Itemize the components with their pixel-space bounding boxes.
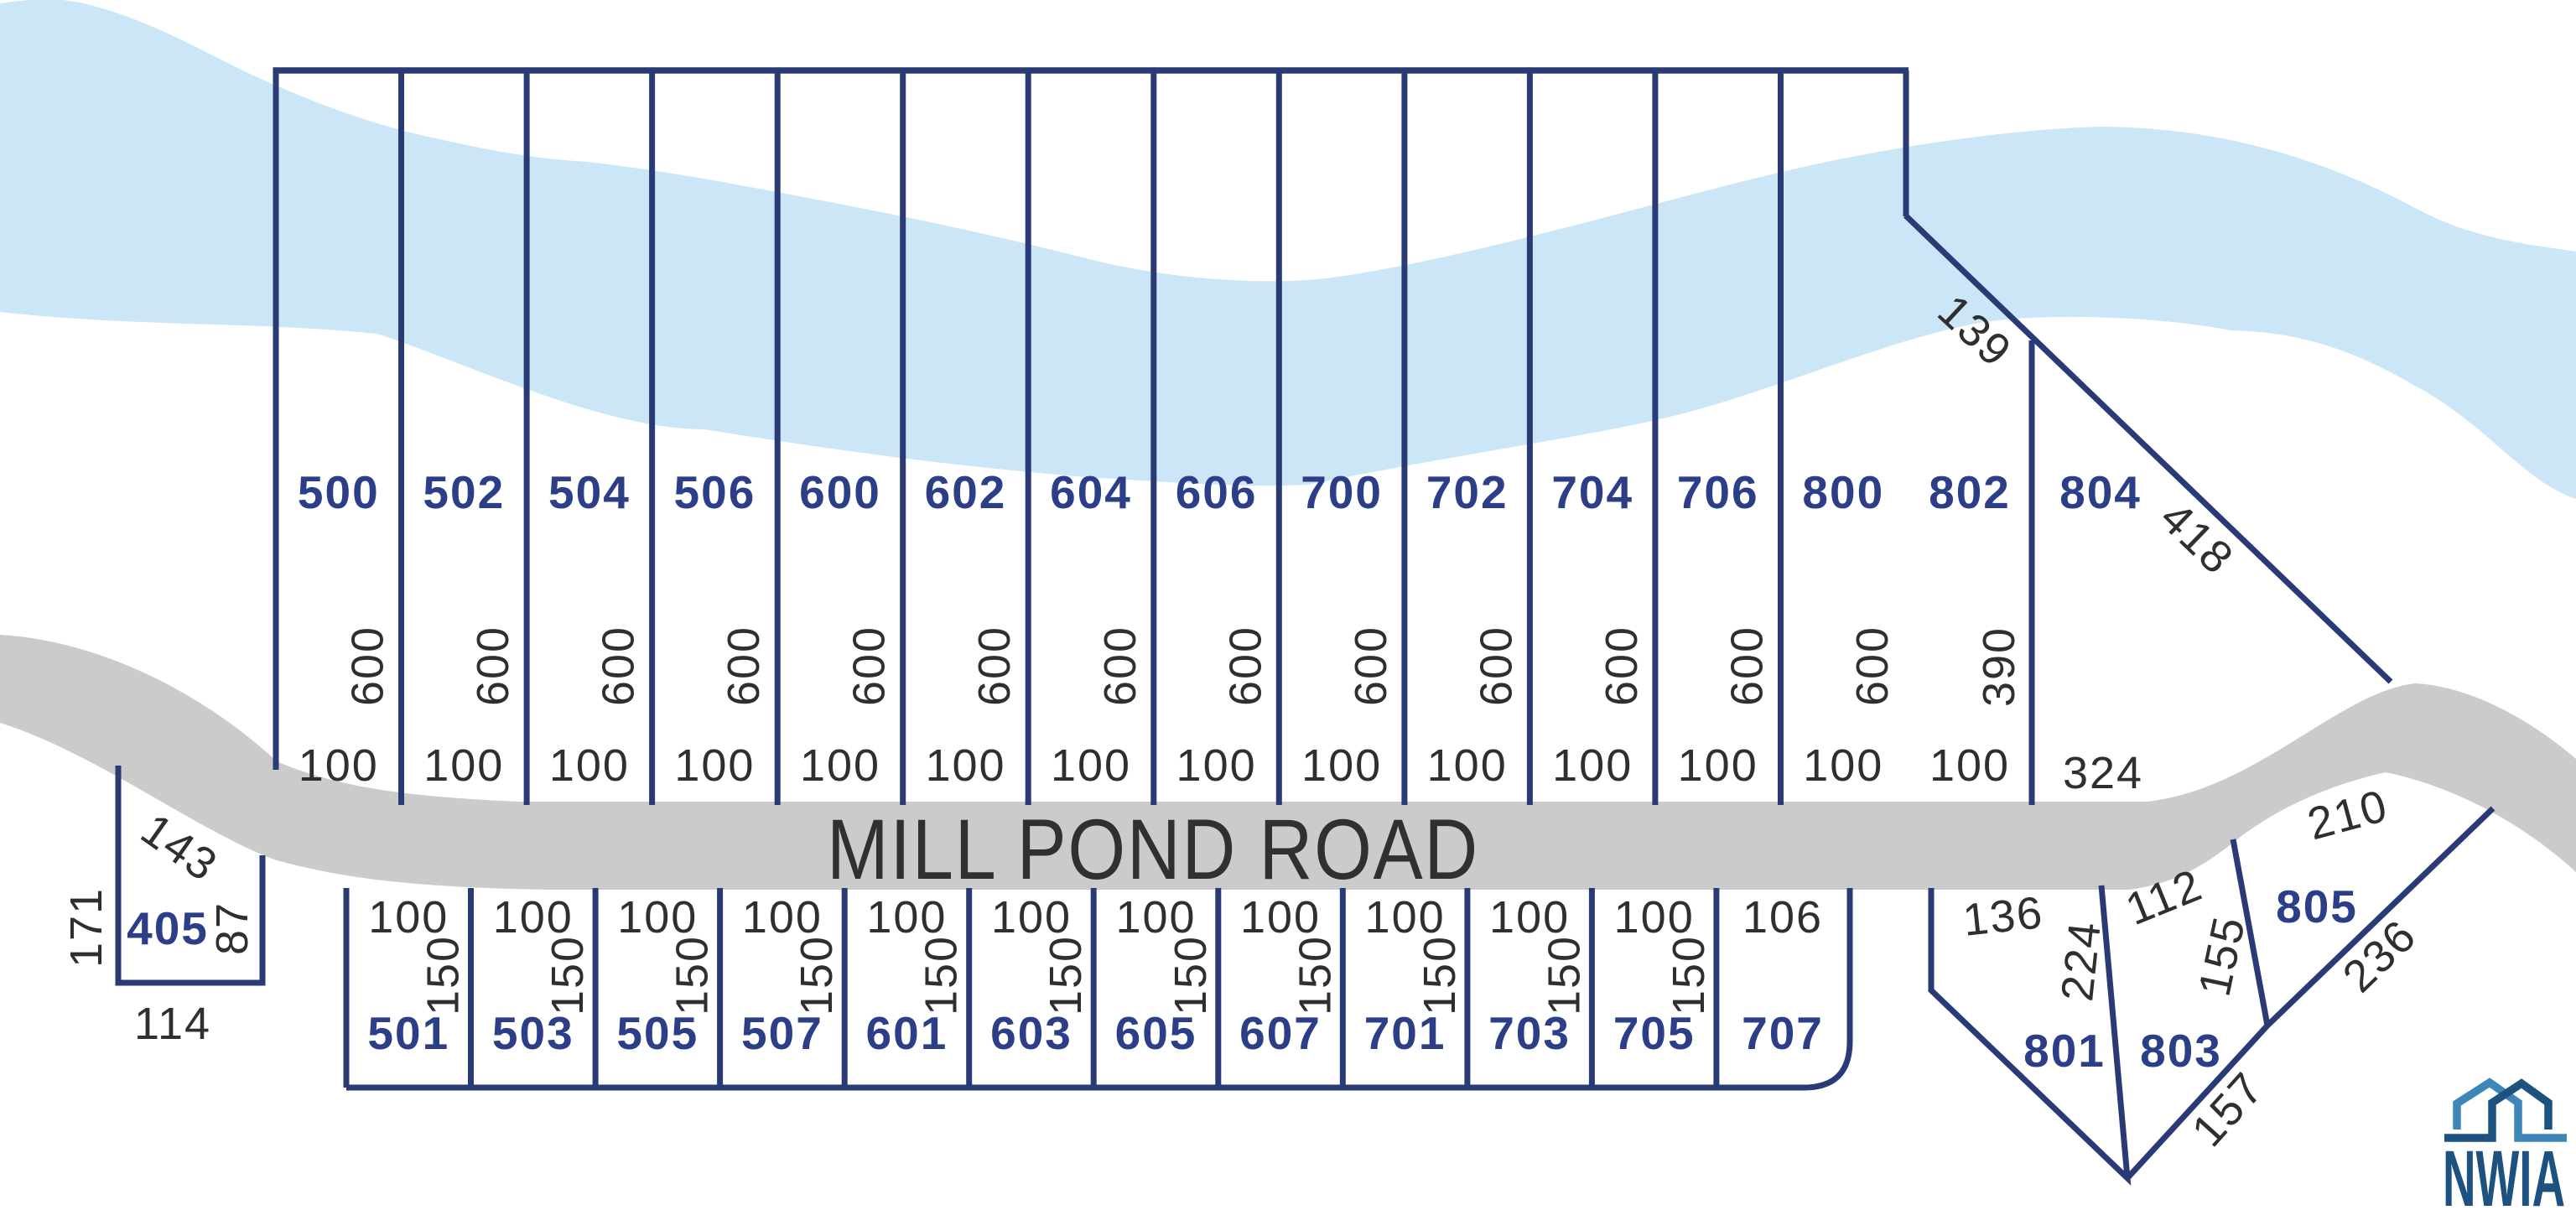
- svg-text:702: 702: [1426, 466, 1509, 518]
- svg-text:100: 100: [1614, 892, 1695, 943]
- svg-text:501: 501: [367, 1007, 449, 1059]
- svg-text:802: 802: [1929, 466, 2011, 518]
- svg-text:704: 704: [1551, 466, 1633, 518]
- svg-text:601: 601: [866, 1007, 948, 1059]
- svg-text:604: 604: [1050, 466, 1132, 518]
- svg-text:100: 100: [549, 740, 630, 791]
- svg-text:703: 703: [1488, 1007, 1571, 1059]
- svg-text:500: 500: [298, 466, 380, 518]
- svg-text:600: 600: [1346, 626, 1396, 706]
- svg-text:100: 100: [925, 740, 1005, 791]
- svg-text:805: 805: [2276, 880, 2358, 932]
- svg-text:603: 603: [990, 1007, 1072, 1059]
- svg-text:150: 150: [792, 935, 842, 1015]
- svg-text:600: 600: [1095, 626, 1145, 706]
- svg-text:100: 100: [1929, 740, 2010, 791]
- svg-text:707: 707: [1742, 1007, 1824, 1059]
- svg-text:150: 150: [667, 935, 718, 1015]
- svg-text:700: 700: [1301, 466, 1383, 518]
- svg-text:100: 100: [493, 892, 574, 943]
- svg-text:100: 100: [742, 892, 823, 943]
- svg-text:600: 600: [799, 466, 881, 518]
- svg-text:100: 100: [991, 892, 1072, 943]
- svg-text:324: 324: [2063, 748, 2143, 798]
- svg-text:100: 100: [1489, 892, 1570, 943]
- svg-text:405: 405: [127, 902, 209, 954]
- svg-text:701: 701: [1364, 1007, 1446, 1059]
- svg-text:800: 800: [1802, 466, 1884, 518]
- svg-text:600: 600: [1597, 626, 1647, 706]
- svg-text:100: 100: [1365, 892, 1446, 943]
- svg-text:390: 390: [1974, 626, 2024, 707]
- svg-text:600: 600: [1722, 626, 1773, 706]
- svg-text:600: 600: [969, 626, 1020, 706]
- svg-text:100: 100: [1803, 740, 1883, 791]
- svg-text:804: 804: [2059, 466, 2142, 518]
- svg-text:504: 504: [548, 466, 631, 518]
- svg-text:100: 100: [800, 740, 880, 791]
- svg-text:600: 600: [1220, 626, 1270, 706]
- svg-text:801: 801: [2023, 1025, 2106, 1077]
- svg-text:150: 150: [917, 935, 967, 1015]
- svg-text:150: 150: [1290, 935, 1340, 1015]
- svg-text:106: 106: [1742, 892, 1823, 943]
- svg-text:100: 100: [1051, 740, 1131, 791]
- svg-text:507: 507: [741, 1007, 823, 1059]
- svg-text:100: 100: [423, 740, 504, 791]
- svg-text:607: 607: [1239, 1007, 1322, 1059]
- svg-text:114: 114: [134, 999, 211, 1049]
- svg-text:150: 150: [543, 935, 593, 1015]
- svg-text:136: 136: [1961, 887, 2046, 946]
- svg-text:100: 100: [1176, 740, 1257, 791]
- svg-text:150: 150: [1539, 935, 1589, 1015]
- svg-text:600: 600: [1847, 626, 1898, 706]
- svg-text:87: 87: [207, 901, 257, 955]
- svg-text:602: 602: [925, 466, 1007, 518]
- svg-text:100: 100: [866, 892, 947, 943]
- svg-text:506: 506: [674, 466, 756, 518]
- svg-text:505: 505: [616, 1007, 699, 1059]
- svg-text:600: 600: [1471, 626, 1521, 706]
- svg-text:224: 224: [2052, 918, 2111, 1004]
- svg-text:100: 100: [617, 892, 698, 943]
- svg-text:600: 600: [343, 626, 393, 706]
- svg-text:600: 600: [844, 626, 895, 706]
- svg-text:100: 100: [299, 740, 379, 791]
- svg-text:150: 150: [418, 935, 469, 1015]
- svg-text:NWIA: NWIA: [2443, 1135, 2565, 1210]
- svg-text:150: 150: [1041, 935, 1091, 1015]
- svg-text:100: 100: [1115, 892, 1196, 943]
- svg-text:502: 502: [423, 466, 505, 518]
- svg-text:100: 100: [1240, 892, 1321, 943]
- svg-text:100: 100: [1552, 740, 1633, 791]
- svg-text:803: 803: [2140, 1025, 2222, 1077]
- svg-text:100: 100: [1678, 740, 1758, 791]
- svg-text:706: 706: [1677, 466, 1759, 518]
- svg-text:600: 600: [468, 626, 518, 706]
- svg-text:171: 171: [61, 887, 112, 968]
- svg-text:605: 605: [1115, 1007, 1197, 1059]
- svg-text:600: 600: [594, 626, 644, 706]
- svg-text:150: 150: [1664, 935, 1714, 1015]
- svg-text:100: 100: [674, 740, 755, 791]
- svg-text:503: 503: [492, 1007, 574, 1059]
- svg-text:705: 705: [1613, 1007, 1696, 1059]
- svg-text:MILL POND ROAD: MILL POND ROAD: [827, 802, 1479, 897]
- svg-text:150: 150: [1415, 935, 1465, 1015]
- svg-text:600: 600: [719, 626, 769, 706]
- svg-text:150: 150: [1166, 935, 1216, 1015]
- svg-text:100: 100: [1427, 740, 1508, 791]
- svg-text:606: 606: [1176, 466, 1258, 518]
- svg-text:100: 100: [368, 892, 449, 943]
- svg-text:100: 100: [1301, 740, 1382, 791]
